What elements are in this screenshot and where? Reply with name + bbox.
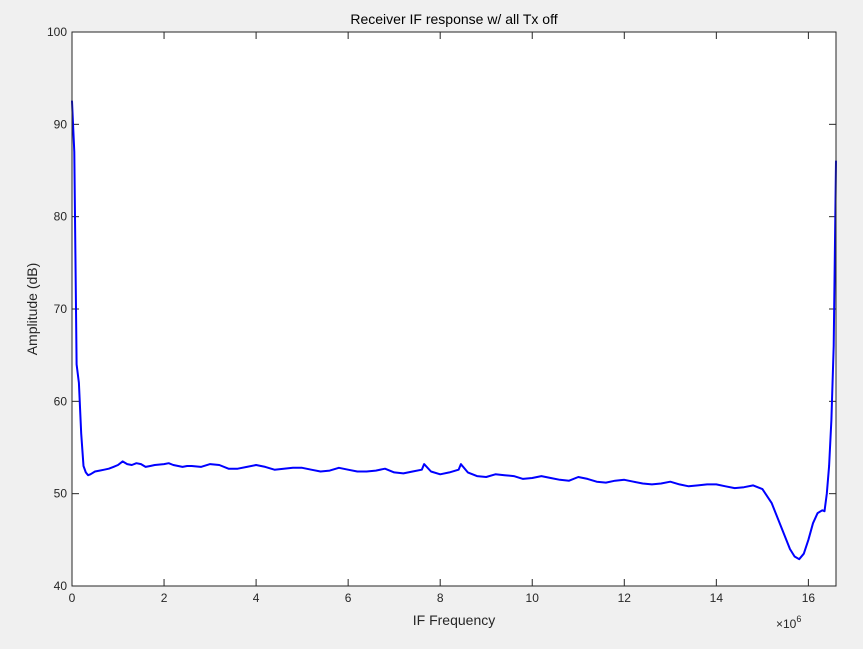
y-tick-label: 90 [54,117,68,131]
y-tick-label: 80 [54,210,68,224]
chart-title: Receiver IF response w/ all Tx off [350,11,557,27]
series-group [71,100,837,561]
x-tick-label: 12 [618,591,632,605]
x-tick-label: 2 [161,591,168,605]
y-tick-label: 100 [47,25,67,39]
x-tick-label: 6 [345,591,352,605]
x-tick-label: 14 [710,591,724,605]
x-tick-label: 4 [253,591,260,605]
x-tick-label: 16 [802,591,816,605]
x-tick-label: 8 [437,591,444,605]
plot-area [72,32,836,586]
y-tick-label: 40 [54,579,68,593]
series-line [71,100,837,561]
x-tick-label: 0 [69,591,76,605]
x-axis-multiplier-exponent: 6 [796,614,801,624]
x-axis-multiplier-base: ×10 [776,617,797,631]
y-tick-label: 60 [54,394,68,408]
x-axis-ticks: 0 2 4 6 8 10 12 14 16 [69,32,816,605]
x-axis-multiplier: ×106 [776,614,801,631]
x-tick-label: 10 [526,591,540,605]
plot-frame [71,31,837,587]
y-tick-label: 50 [54,487,68,501]
y-axis-title: Amplitude (dB) [24,263,40,356]
y-tick-label: 70 [54,302,68,316]
x-axis-title: IF Frequency [413,612,495,628]
